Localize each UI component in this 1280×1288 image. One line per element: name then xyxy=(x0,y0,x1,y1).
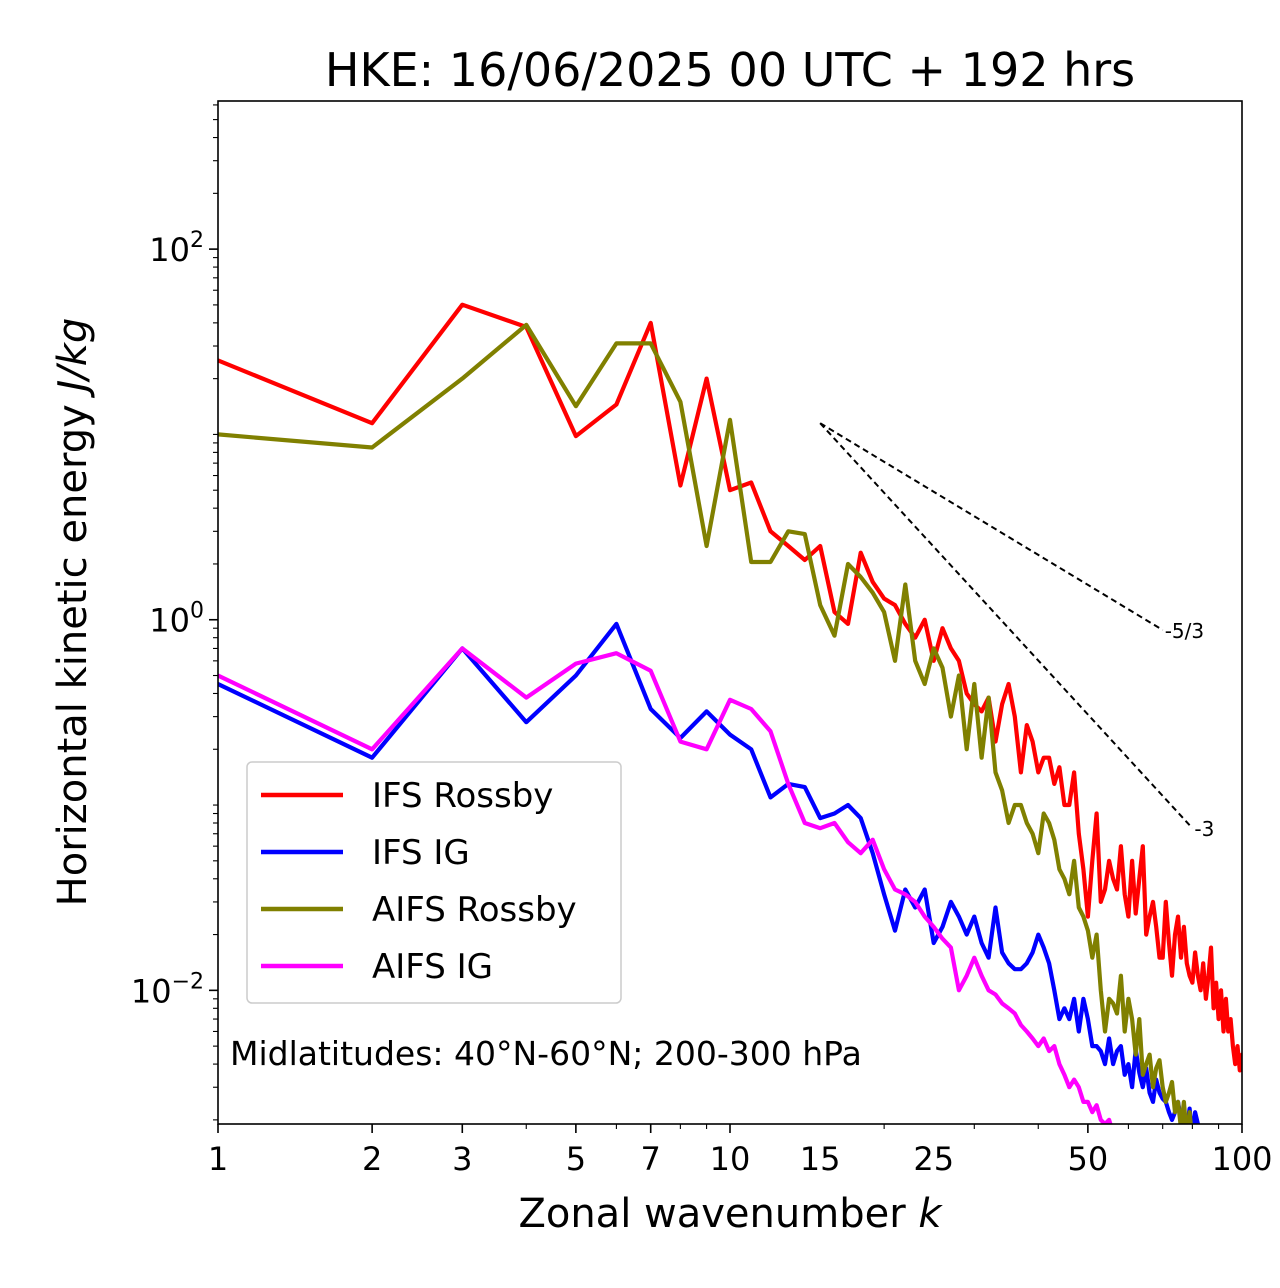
x-tick-label: 2 xyxy=(362,1140,382,1178)
reference-line-slope-3 xyxy=(819,422,1194,829)
reference-line-label: -3 xyxy=(1194,817,1214,841)
x-tick-label: 7 xyxy=(641,1140,661,1178)
x-tick-label: 1 xyxy=(208,1140,228,1178)
series-layer xyxy=(218,302,1242,1124)
legend-label-ifs-rossby: IFS Rossby xyxy=(372,776,553,816)
legend-box xyxy=(246,761,622,1004)
series-line-aifs-ig xyxy=(218,646,1113,1124)
axis-ticks: 1 2 3 5 7 10 15 25 50 100 10−2 100 102 xyxy=(131,104,1273,1178)
y-tick-label: 10−2 xyxy=(131,969,204,1010)
legend-label-ifs-ig: IFS IG xyxy=(372,833,470,873)
reference-slope-lines: -5/3 -3 xyxy=(819,422,1214,841)
reference-line-label: -5/3 xyxy=(1165,619,1204,643)
y-axis-label-unit: J/kg xyxy=(50,318,96,399)
x-axis-label: Zonal wavenumber k xyxy=(518,1191,943,1237)
series-line-aifs-rossby xyxy=(218,322,1193,1124)
x-axis-label-text: Zonal wavenumber xyxy=(518,1191,918,1237)
legend-label-aifs-rossby: AIFS Rossby xyxy=(372,890,577,930)
x-tick-label: 50 xyxy=(1068,1140,1109,1178)
x-tick-label: 25 xyxy=(913,1140,954,1178)
x-tick-label: 10 xyxy=(710,1140,751,1178)
y-tick-label: 102 xyxy=(149,228,204,269)
x-tick-label: 15 xyxy=(800,1140,841,1178)
legend: IFS Rossby IFS IG AIFS Rossby AIFS IG xyxy=(246,761,622,1004)
y-axis-label: Horizontal kinetic energy J/kg xyxy=(50,318,96,907)
x-axis-label-var: k xyxy=(918,1191,943,1237)
series-line-ifs-ig xyxy=(218,621,1201,1124)
x-tick-label: 5 xyxy=(566,1140,586,1178)
region-annotation: Midlatitudes: 40°N-60°N; 200-300 hPa xyxy=(230,1034,862,1073)
y-tick-label: 100 xyxy=(149,599,204,640)
series-line-ifs-rossby xyxy=(218,302,1242,1073)
chart-title: HKE: 16/06/2025 00 UTC + 192 hrs xyxy=(325,43,1135,97)
legend-label-aifs-ig: AIFS IG xyxy=(372,947,493,987)
x-tick-label: 100 xyxy=(1211,1140,1272,1178)
reference-line-slope-5-3 xyxy=(819,422,1164,631)
legend-items: IFS Rossby IFS IG AIFS Rossby AIFS IG xyxy=(261,776,577,987)
x-tick-label: 3 xyxy=(452,1140,472,1178)
y-axis-label-text: Horizontal kinetic energy xyxy=(50,392,96,907)
